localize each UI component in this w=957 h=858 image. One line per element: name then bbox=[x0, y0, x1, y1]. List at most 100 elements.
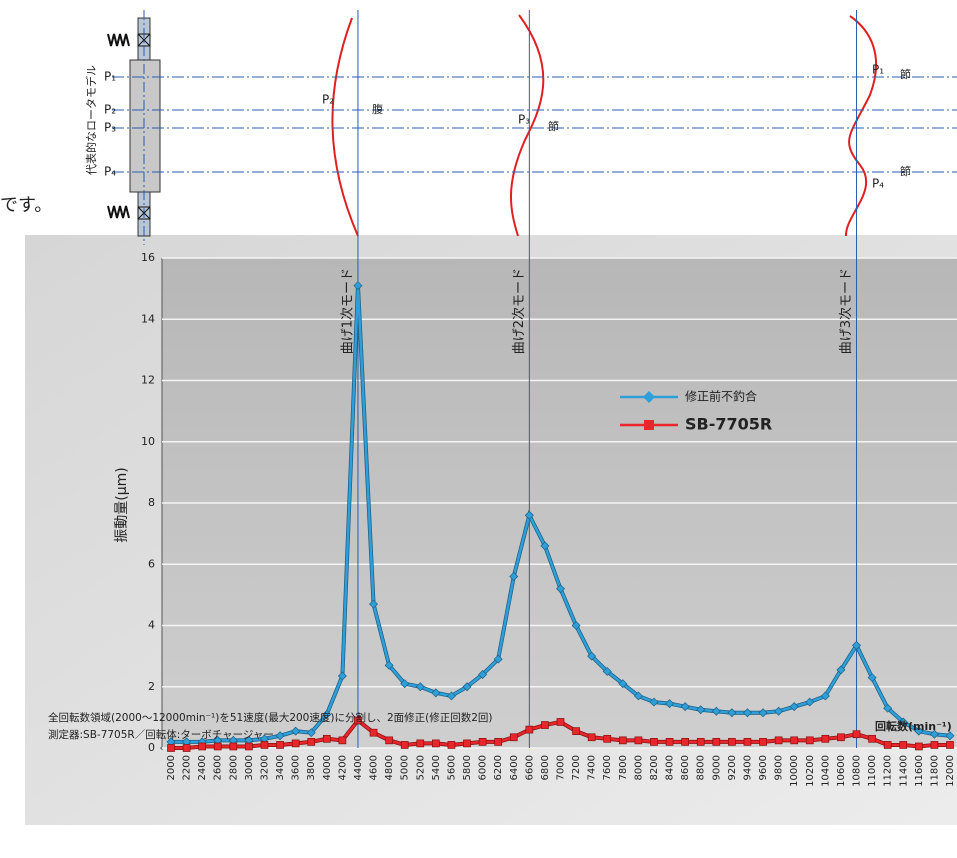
marker bbox=[883, 741, 892, 749]
marker bbox=[525, 725, 534, 734]
marker bbox=[354, 716, 362, 725]
x-tick-label: 4000 bbox=[322, 755, 333, 780]
x-tick-label: 9200 bbox=[727, 755, 738, 780]
x-tick-label: 11400 bbox=[898, 755, 909, 787]
x-tick-label: 6600 bbox=[524, 755, 535, 780]
x-tick-label: 4800 bbox=[384, 755, 395, 780]
marker bbox=[837, 733, 845, 742]
x-tick-label: 5000 bbox=[400, 755, 411, 780]
marker bbox=[665, 699, 675, 709]
x-tick-label: 6200 bbox=[493, 755, 504, 780]
marker bbox=[743, 738, 752, 746]
marker bbox=[478, 670, 488, 679]
spring bbox=[107, 33, 130, 219]
marker bbox=[478, 738, 487, 746]
x-tick-label: 5600 bbox=[446, 755, 457, 780]
marker bbox=[338, 736, 347, 745]
marker bbox=[898, 717, 908, 727]
marker bbox=[820, 691, 830, 701]
marker bbox=[914, 726, 924, 736]
legend-label: SB-7705R bbox=[685, 415, 772, 434]
x-tick-label: 5800 bbox=[462, 755, 473, 780]
marker bbox=[462, 682, 472, 692]
x-tick-label: 6000 bbox=[478, 755, 489, 780]
x-tick-label: 8200 bbox=[649, 755, 660, 780]
marker bbox=[790, 736, 799, 745]
mode-point: P₁ bbox=[872, 63, 884, 77]
mode-shape bbox=[331, 17, 359, 237]
y-axis-label: 振動量(μm) bbox=[114, 467, 130, 542]
x-tick-label: 11800 bbox=[929, 755, 940, 787]
marker bbox=[805, 736, 814, 745]
marker bbox=[447, 741, 456, 749]
x-tick-label: 2000 bbox=[166, 755, 177, 780]
marker bbox=[540, 541, 550, 551]
x-tick-label: 9000 bbox=[711, 755, 722, 780]
marker bbox=[571, 621, 581, 630]
marker bbox=[369, 599, 379, 609]
marker bbox=[836, 665, 846, 675]
marker bbox=[618, 736, 627, 745]
x-tick-label: 10800 bbox=[852, 755, 863, 787]
x-tick-label: 10600 bbox=[836, 755, 847, 787]
mode-kind: 節 bbox=[900, 164, 911, 178]
side-text: です。 bbox=[0, 195, 52, 216]
marker bbox=[867, 673, 877, 683]
x-tick-label: 11200 bbox=[883, 755, 894, 787]
mode-shape bbox=[510, 14, 545, 237]
legend-marker bbox=[644, 420, 654, 430]
x-tick-label: 11600 bbox=[914, 755, 925, 787]
marker bbox=[353, 281, 363, 291]
legend-marker bbox=[643, 391, 655, 403]
marker bbox=[431, 688, 441, 698]
x-tick-label: 4600 bbox=[369, 755, 380, 780]
marker bbox=[245, 742, 253, 751]
marker bbox=[369, 728, 378, 737]
bearing bbox=[137, 33, 151, 220]
x-tick-label: 9400 bbox=[742, 755, 753, 780]
x-tick-label: 7000 bbox=[556, 755, 567, 780]
position-label: P₄ bbox=[104, 165, 116, 179]
y-tick-label: 8 bbox=[148, 496, 155, 509]
x-tick-label: 3600 bbox=[291, 755, 302, 780]
marker bbox=[400, 679, 410, 689]
x-tick-label: 3000 bbox=[244, 755, 255, 780]
marker bbox=[774, 736, 783, 745]
marker bbox=[463, 739, 471, 748]
marker bbox=[742, 708, 752, 718]
marker bbox=[634, 736, 643, 745]
note: 全回転数領域(2000～12000min⁻¹)を51速度(最大200速度)に分割… bbox=[48, 711, 493, 724]
marker bbox=[384, 660, 394, 670]
marker bbox=[291, 739, 300, 748]
marker bbox=[603, 734, 612, 743]
mode-annotation: 曲げ3次モード bbox=[838, 268, 854, 354]
mode-point: P₂ bbox=[322, 93, 334, 107]
marker bbox=[182, 744, 191, 752]
x-tick-label: 3800 bbox=[306, 755, 317, 780]
marker bbox=[416, 739, 425, 748]
marker bbox=[213, 742, 222, 751]
marker bbox=[275, 731, 285, 741]
x-tick-label: 10200 bbox=[805, 755, 816, 787]
marker bbox=[711, 706, 721, 716]
marker bbox=[556, 584, 565, 594]
marker bbox=[618, 679, 628, 689]
marker bbox=[712, 738, 721, 746]
x-tick-label: 2600 bbox=[213, 755, 224, 780]
marker bbox=[229, 742, 238, 751]
position-label: P₁ bbox=[104, 70, 116, 84]
marker bbox=[759, 738, 767, 746]
x-tick-label: 2400 bbox=[197, 755, 208, 780]
marker bbox=[446, 691, 456, 701]
marker bbox=[307, 738, 316, 746]
marker bbox=[509, 572, 519, 581]
y-tick-label: 0 bbox=[148, 741, 155, 754]
marker bbox=[587, 733, 596, 742]
x-tick-label: 6800 bbox=[540, 755, 551, 780]
marker bbox=[322, 734, 331, 743]
marker bbox=[883, 703, 893, 713]
x-tick-label: 8400 bbox=[665, 755, 676, 780]
mode-kind: 節 bbox=[548, 119, 559, 133]
x-tick-label: 4400 bbox=[353, 755, 364, 780]
x-tick-label: 12000 bbox=[945, 755, 956, 787]
